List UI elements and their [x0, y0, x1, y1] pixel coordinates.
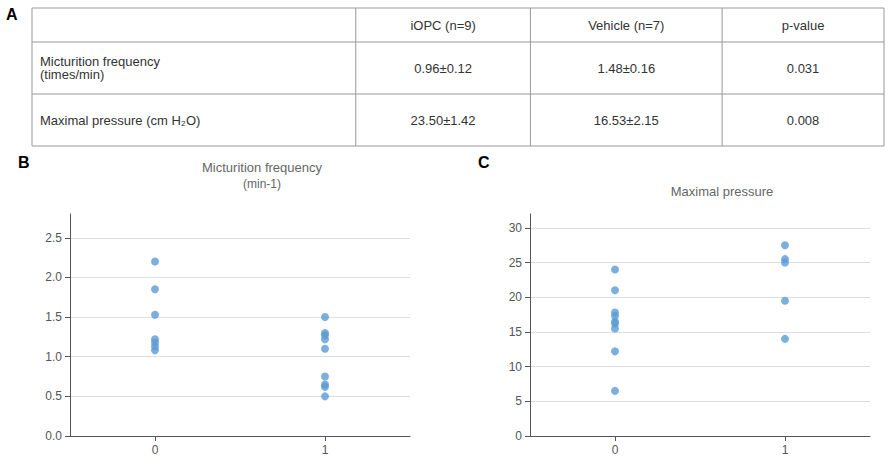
svg-text:5: 5 — [515, 394, 522, 408]
svg-text:C: C — [478, 154, 490, 171]
svg-text:(times/min): (times/min) — [40, 67, 104, 82]
svg-text:0.008: 0.008 — [787, 113, 820, 128]
svg-text:25: 25 — [509, 256, 523, 270]
svg-text:23.50±1.42: 23.50±1.42 — [411, 113, 476, 128]
svg-text:16.53±2.15: 16.53±2.15 — [594, 113, 659, 128]
svg-text:Vehicle (n=7): Vehicle (n=7) — [588, 18, 664, 33]
svg-text:2.0: 2.0 — [45, 270, 62, 284]
svg-text:B: B — [18, 154, 30, 171]
svg-text:0: 0 — [612, 443, 619, 457]
svg-text:Maximal pressure (cm H₂O): Maximal pressure (cm H₂O) — [40, 113, 200, 128]
svg-text:0.96±0.12: 0.96±0.12 — [414, 61, 472, 76]
svg-text:0: 0 — [515, 429, 522, 443]
svg-text:30: 30 — [509, 221, 523, 235]
svg-text:iOPC (n=9): iOPC (n=9) — [410, 18, 475, 33]
svg-text:Micturition frequency: Micturition frequency — [40, 54, 160, 69]
svg-text:Maximal pressure: Maximal pressure — [671, 184, 774, 199]
svg-text:0.0: 0.0 — [45, 429, 62, 443]
svg-text:(min-1): (min-1) — [243, 177, 281, 191]
svg-text:0: 0 — [152, 443, 159, 457]
svg-text:0.031: 0.031 — [787, 61, 820, 76]
svg-text:2.5: 2.5 — [45, 231, 62, 245]
svg-text:A: A — [6, 6, 18, 23]
svg-text:1: 1 — [782, 443, 789, 457]
svg-text:p-value: p-value — [782, 18, 825, 33]
svg-text:15: 15 — [509, 325, 523, 339]
svg-text:0.5: 0.5 — [45, 389, 62, 403]
svg-text:1.48±0.16: 1.48±0.16 — [597, 61, 655, 76]
svg-text:1.5: 1.5 — [45, 310, 62, 324]
svg-text:Micturition frequency: Micturition frequency — [202, 160, 322, 175]
svg-text:1.0: 1.0 — [45, 350, 62, 364]
svg-text:20: 20 — [509, 290, 523, 304]
svg-text:10: 10 — [509, 360, 523, 374]
svg-text:1: 1 — [322, 443, 329, 457]
